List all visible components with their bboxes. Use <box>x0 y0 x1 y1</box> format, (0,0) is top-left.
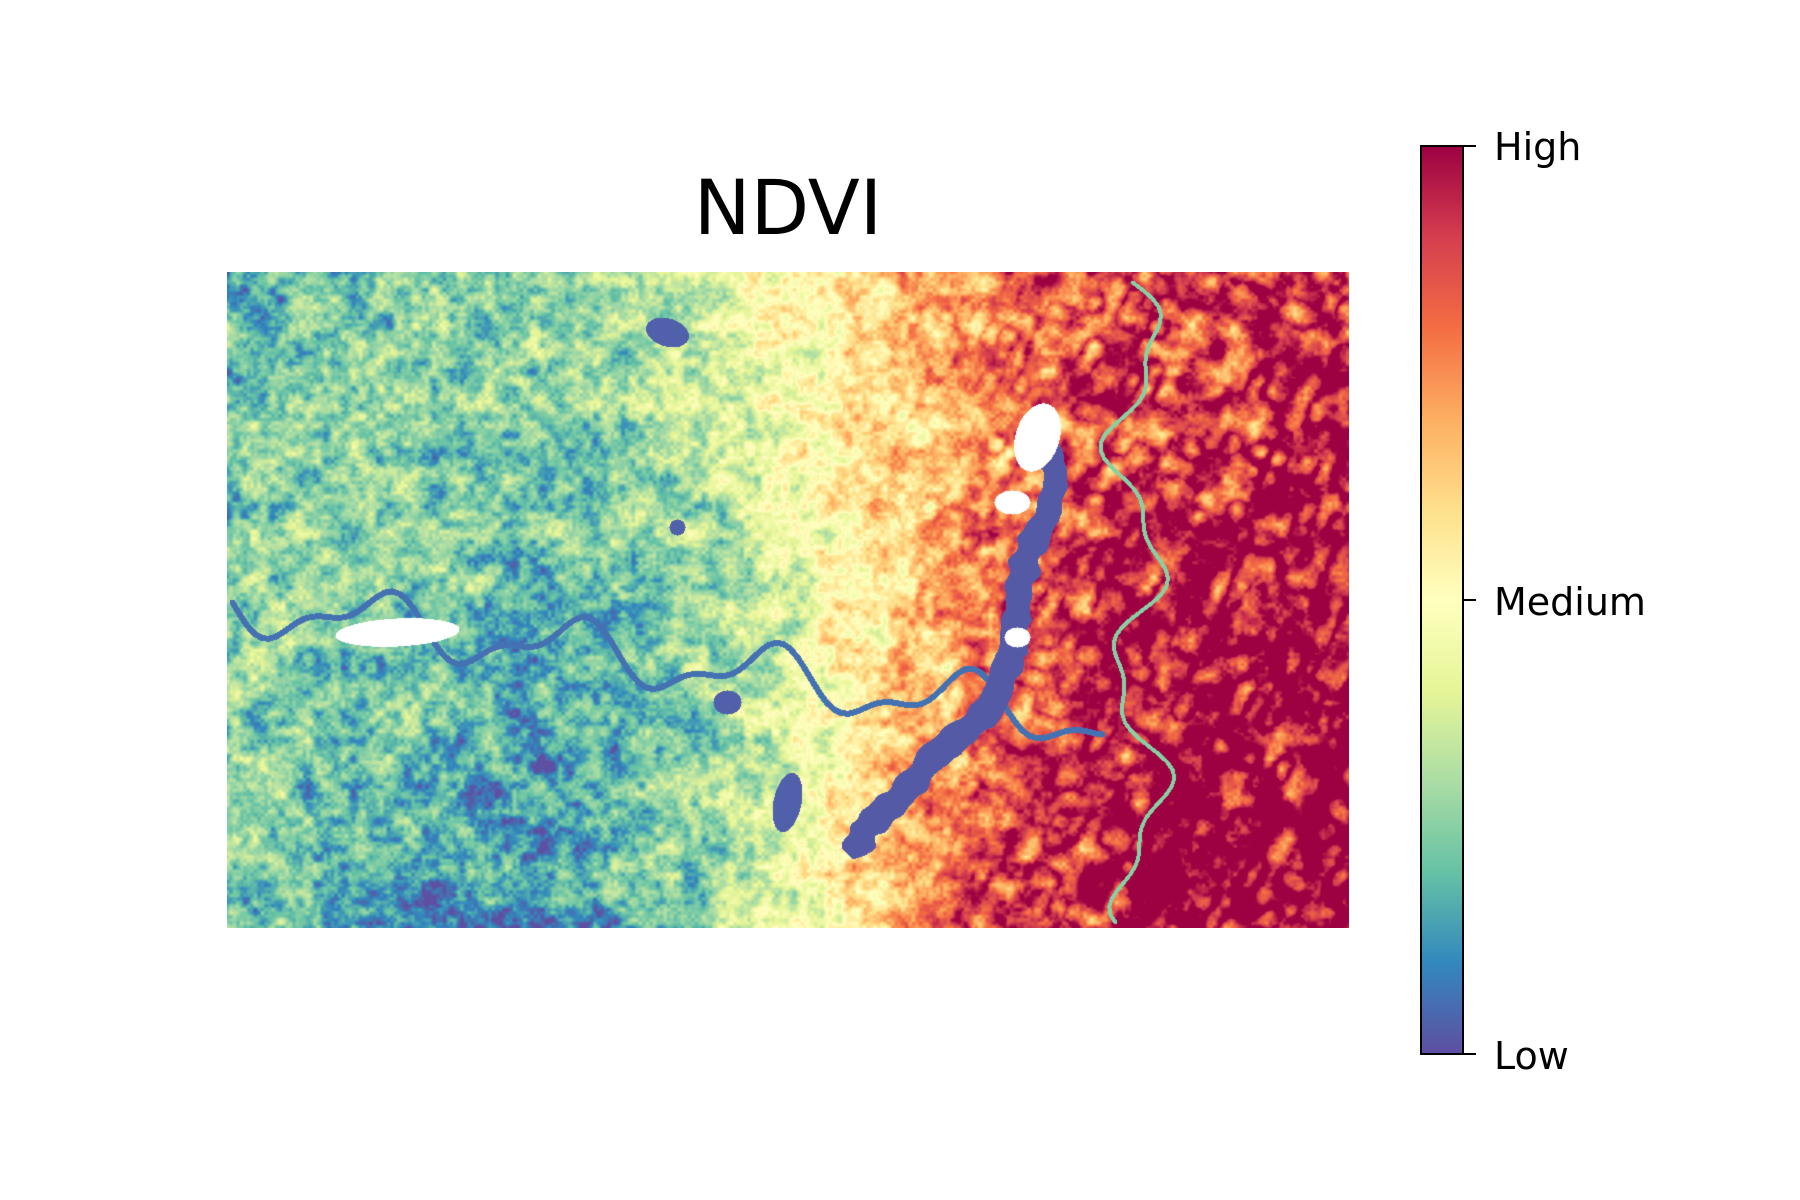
ndvi-raster-map <box>227 272 1349 928</box>
colorbar-label-low: Low <box>1494 1034 1569 1078</box>
colorbar-tick-high <box>1464 145 1476 147</box>
colorbar-tick-low <box>1464 1053 1476 1055</box>
colorbar-label-high: High <box>1494 125 1582 169</box>
colorbar-label-medium: Medium <box>1494 580 1646 624</box>
colorbar <box>1420 145 1464 1055</box>
map-title: NDVI <box>693 163 883 252</box>
colorbar-tick-medium <box>1464 599 1476 601</box>
